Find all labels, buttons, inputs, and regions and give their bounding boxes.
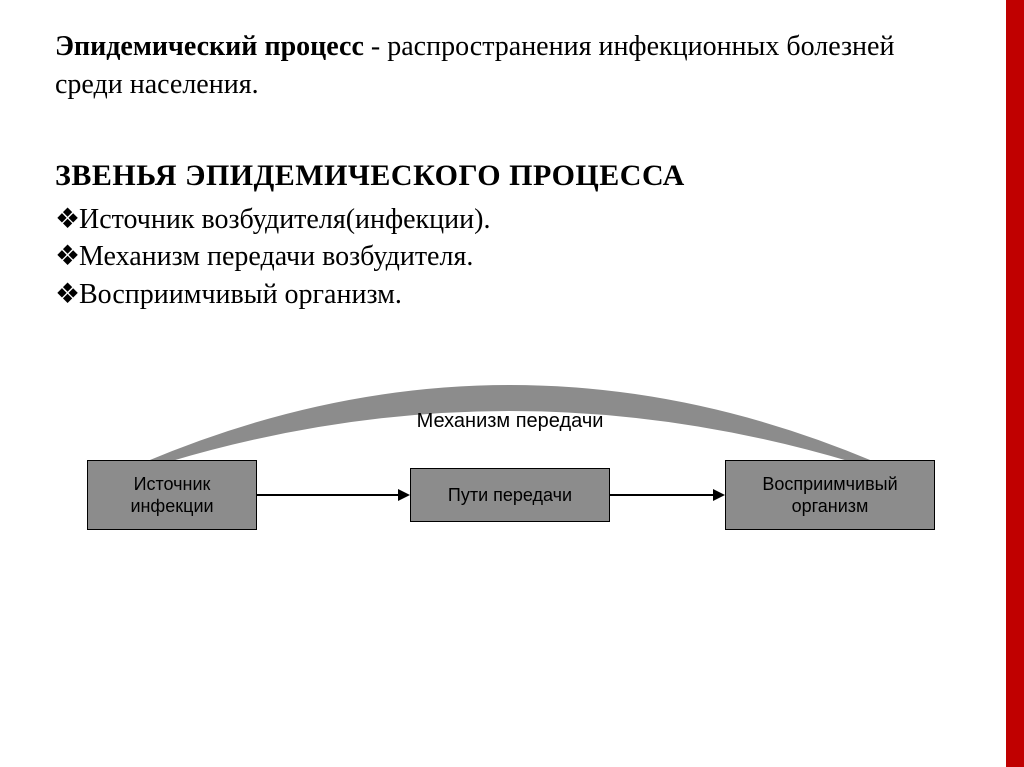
- bullet-list: ❖Источник возбудителя(инфекции).❖Механиз…: [55, 201, 964, 314]
- intro-paragraph: Эпидемический процесс - распространения …: [55, 28, 964, 104]
- flow-node-source: Источникинфекции: [87, 460, 257, 530]
- bullet-marker-icon: ❖: [55, 201, 73, 239]
- bullet-item: ❖Восприимчивый организм.: [55, 276, 964, 314]
- bullet-marker-icon: ❖: [55, 238, 73, 276]
- intro-bold: Эпидемический процесс: [55, 31, 364, 62]
- slide-content: Эпидемический процесс - распространения …: [55, 28, 964, 314]
- bullet-text: Механизм передачи возбудителя.: [79, 238, 473, 276]
- bullet-text: Источник возбудителя(инфекции).: [79, 201, 490, 239]
- flow-arrow: [257, 485, 410, 505]
- arc-label: Механизм передачи: [65, 410, 955, 433]
- flow-node-path: Пути передачи: [410, 468, 610, 522]
- flow-diagram: Механизм передачи Источникинфекции Пути п…: [65, 380, 955, 580]
- section-heading: ЗВЕНЬЯ ЭПИДЕМИЧЕСКОГО ПРОЦЕССА: [55, 159, 964, 193]
- flow-node-recipient: Восприимчивыйорганизм: [725, 460, 935, 530]
- bullet-marker-icon: ❖: [55, 276, 73, 314]
- flow-arrow: [610, 485, 725, 505]
- bullet-item: ❖Источник возбудителя(инфекции).: [55, 201, 964, 239]
- accent-bar: [1006, 0, 1024, 767]
- bullet-item: ❖Механизм передачи возбудителя.: [55, 238, 964, 276]
- bullet-text: Восприимчивый организм.: [79, 276, 402, 314]
